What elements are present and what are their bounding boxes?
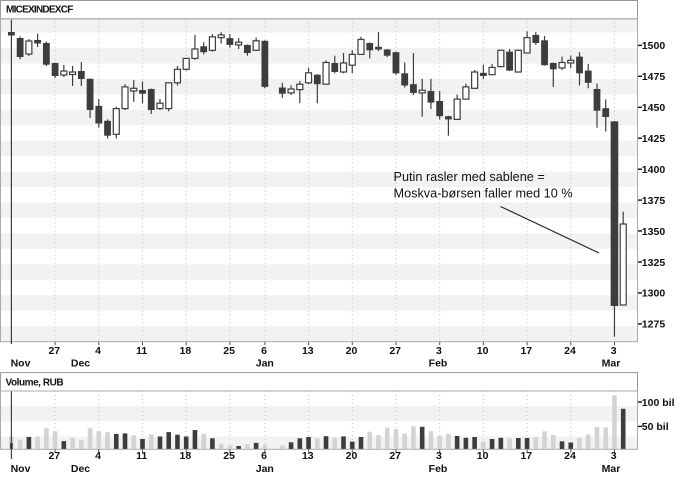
svg-text:Mar: Mar	[602, 358, 621, 370]
svg-text:25: 25	[223, 450, 235, 462]
svg-text:1350: 1350	[642, 226, 666, 238]
svg-text:1500: 1500	[642, 40, 666, 52]
svg-text:11: 11	[136, 450, 147, 462]
svg-text:6: 6	[261, 450, 267, 462]
svg-text:Nov: Nov	[11, 358, 31, 370]
svg-text:1425: 1425	[642, 133, 666, 145]
svg-text:11: 11	[136, 345, 147, 357]
svg-text:18: 18	[180, 450, 192, 462]
svg-text:27: 27	[48, 345, 60, 357]
svg-text:3: 3	[611, 345, 617, 357]
svg-text:1475: 1475	[642, 71, 666, 83]
svg-text:3: 3	[611, 450, 617, 462]
svg-text:Jan: Jan	[256, 358, 274, 370]
svg-text:MICEXINDEXCF: MICEXINDEXCF	[6, 5, 73, 16]
svg-text:27: 27	[389, 450, 401, 462]
svg-text:Volume, RUB: Volume, RUB	[6, 378, 64, 389]
svg-text:13: 13	[302, 450, 314, 462]
svg-text:1400: 1400	[642, 164, 666, 176]
svg-text:25: 25	[223, 345, 235, 357]
svg-text:13: 13	[302, 345, 314, 357]
svg-text:4: 4	[95, 345, 101, 357]
svg-text:1450: 1450	[642, 102, 666, 114]
svg-text:27: 27	[389, 345, 401, 357]
svg-text:10: 10	[477, 450, 489, 462]
svg-text:24: 24	[564, 450, 576, 462]
svg-text:17: 17	[520, 450, 532, 462]
svg-text:1300: 1300	[642, 288, 666, 300]
svg-text:1325: 1325	[642, 257, 666, 269]
svg-text:24: 24	[564, 345, 576, 357]
svg-text:3: 3	[436, 345, 442, 357]
svg-text:Feb: Feb	[429, 358, 448, 370]
svg-text:20: 20	[346, 345, 358, 357]
svg-text:3: 3	[436, 450, 442, 462]
svg-text:18: 18	[180, 345, 192, 357]
svg-text:Mar: Mar	[602, 463, 621, 475]
svg-text:Feb: Feb	[429, 463, 448, 475]
svg-text:100 bil: 100 bil	[642, 397, 675, 409]
svg-text:27: 27	[48, 450, 60, 462]
svg-text:17: 17	[520, 345, 532, 357]
svg-text:10: 10	[477, 345, 489, 357]
svg-text:1275: 1275	[642, 319, 666, 331]
svg-text:4: 4	[95, 450, 101, 462]
svg-text:Dec: Dec	[71, 463, 90, 475]
svg-text:Putin rasler med sablene =: Putin rasler med sablene =	[394, 170, 545, 184]
svg-text:20: 20	[346, 450, 358, 462]
svg-text:Jan: Jan	[256, 463, 274, 475]
svg-text:Dec: Dec	[71, 358, 90, 370]
svg-text:6: 6	[261, 345, 267, 357]
svg-text:1375: 1375	[642, 195, 666, 207]
svg-text:50 bil: 50 bil	[642, 421, 669, 433]
svg-text:Moskva-børsen faller med 10 %: Moskva-børsen faller med 10 %	[394, 187, 573, 201]
svg-text:Nov: Nov	[11, 463, 31, 475]
